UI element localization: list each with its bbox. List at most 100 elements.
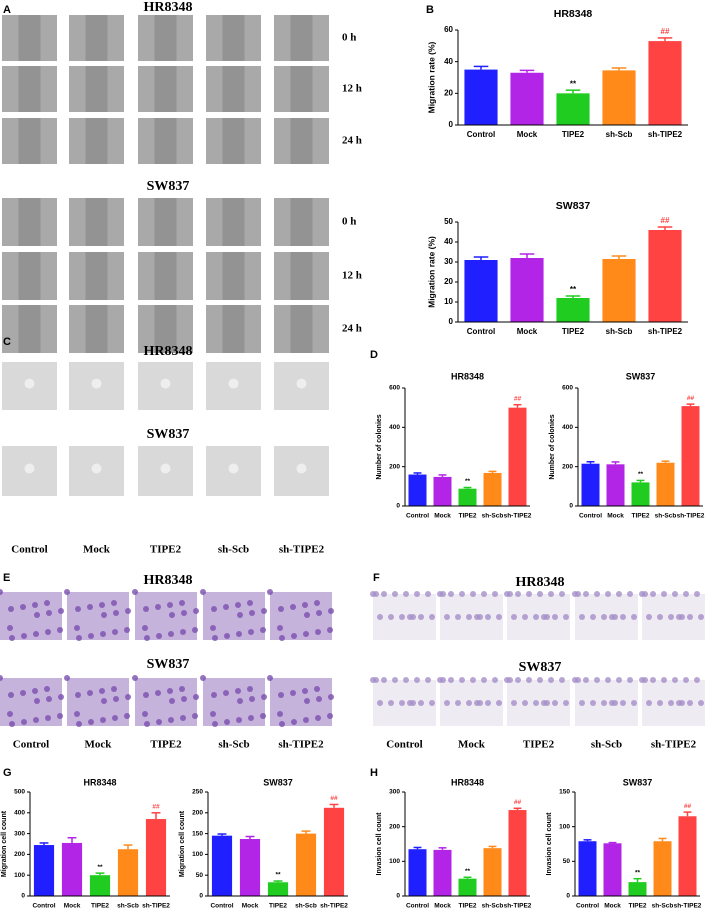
significance: ## (661, 27, 670, 36)
cell (414, 591, 420, 597)
wound-gap (222, 305, 245, 353)
cell (88, 719, 94, 725)
micrograph (203, 678, 265, 726)
cell (9, 721, 15, 727)
row-label: 0 h (342, 32, 356, 44)
cell (180, 629, 186, 635)
wound-gap (290, 118, 313, 164)
column-label: sh-TIPE2 (651, 739, 697, 751)
y-tick-label: 0 (21, 893, 25, 900)
y-tick-label: 500 (14, 789, 25, 796)
cell (657, 614, 663, 620)
cell (279, 721, 285, 727)
cell (235, 688, 241, 694)
row-label: 24 h (342, 135, 362, 147)
cell (45, 715, 51, 721)
panel-label: D (370, 349, 378, 361)
cell (620, 614, 626, 620)
panel-label: C (3, 336, 11, 348)
y-tick-label: 100 (389, 858, 400, 865)
x-tick-label: Mock (517, 327, 538, 336)
bar (510, 72, 544, 125)
cell (261, 608, 267, 614)
cell (211, 692, 217, 698)
cell (291, 719, 297, 725)
cell (459, 677, 465, 683)
group-title: HR8348 (144, 573, 193, 588)
cell (694, 677, 700, 683)
cell (481, 591, 487, 597)
cell (661, 677, 667, 683)
cell (291, 633, 297, 639)
cell (373, 591, 379, 597)
cell (101, 612, 107, 618)
cell (260, 627, 266, 633)
x-tick-label: TIPE2 (631, 513, 649, 520)
y-tick-label: 600 (389, 385, 400, 392)
cell (533, 614, 539, 620)
y-tick-label: 20 (444, 88, 453, 97)
y-tick-label: 0 (449, 317, 454, 326)
cell (277, 625, 283, 631)
x-tick-label: sh-Scb (652, 903, 674, 910)
cell (616, 677, 622, 683)
y-tick-label: 30 (444, 257, 453, 266)
cell (440, 677, 446, 683)
wound-gap (154, 118, 177, 164)
cell (180, 715, 186, 721)
wound-gap (222, 66, 245, 112)
cell (418, 700, 424, 706)
cell (101, 698, 107, 704)
cell (7, 625, 13, 631)
chart-title: SW837 (626, 371, 656, 381)
cell (605, 677, 611, 683)
panel-label: E (3, 572, 10, 584)
cell (100, 717, 106, 723)
y-tick-label: 200 (389, 823, 400, 830)
cell (33, 631, 39, 637)
cell (594, 677, 600, 683)
wound-gap (290, 66, 313, 112)
y-tick-label: 0 (396, 893, 400, 900)
cell (192, 713, 198, 719)
wound-gap (154, 15, 177, 61)
bar (656, 462, 675, 506)
cell (155, 604, 161, 610)
significance: ## (687, 395, 695, 402)
bar (602, 70, 636, 125)
cell (575, 591, 581, 597)
column-label: Control (386, 739, 422, 751)
cell (590, 700, 596, 706)
y-tick-label: 300 (389, 789, 400, 796)
bar (508, 407, 527, 506)
row-label: 12 h (342, 270, 362, 282)
cell (46, 696, 52, 702)
cell (124, 627, 130, 633)
cell (277, 711, 283, 717)
cell (328, 608, 334, 614)
cell (132, 675, 138, 681)
chart-title: SW837 (263, 777, 293, 787)
cell (448, 677, 454, 683)
cell (224, 633, 230, 639)
bar (267, 882, 289, 896)
cell (687, 614, 693, 620)
cell (575, 677, 581, 683)
cell (200, 589, 206, 595)
y-tick-label: 0 (569, 503, 573, 510)
cell (448, 591, 454, 597)
bar (631, 482, 650, 506)
cell (661, 591, 667, 597)
chart-title: HR8348 (451, 371, 484, 381)
x-tick-label: TIPE2 (458, 513, 476, 520)
cell (249, 610, 255, 616)
cell (552, 700, 558, 706)
cell (579, 700, 585, 706)
cell (261, 694, 267, 700)
colony (24, 378, 35, 389)
cell (64, 675, 70, 681)
cell (477, 614, 483, 620)
cell (212, 721, 218, 727)
chart-title: HR8348 (83, 777, 116, 787)
